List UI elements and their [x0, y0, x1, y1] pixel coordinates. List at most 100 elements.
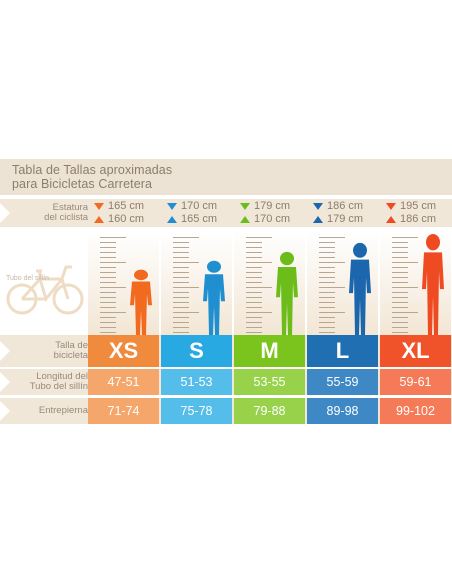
ruler-tick	[100, 282, 116, 283]
ruler-tick	[173, 282, 189, 283]
ruler-tick	[246, 327, 262, 328]
ruler-tick	[392, 322, 408, 323]
row-arrow	[0, 401, 10, 421]
height-range-cell: 195 cm 186 cm	[380, 199, 451, 227]
ruler-tick	[319, 237, 345, 238]
row-arrow	[0, 341, 10, 361]
ruler-tick	[246, 257, 262, 258]
max-height: 170 cm	[167, 200, 217, 212]
inseam-value: 89-98	[307, 398, 378, 424]
tube-length-value: 51-53	[161, 369, 232, 395]
ruler-tick	[173, 302, 189, 303]
ruler-tick	[246, 277, 262, 278]
height-row-band: Estatura del ciclista	[0, 199, 452, 227]
figure-column	[161, 231, 232, 339]
cyclist-figure-icon	[203, 260, 225, 335]
ruler-tick	[100, 332, 116, 333]
ruler-tick	[392, 247, 408, 248]
tube-length-value: 55-59	[307, 369, 378, 395]
ruler-tick	[392, 302, 408, 303]
max-height: 165 cm	[94, 200, 144, 212]
ruler-tick	[246, 252, 262, 253]
ruler-tick	[100, 247, 116, 248]
max-height: 195 cm	[386, 200, 436, 212]
min-height: 165 cm	[167, 213, 217, 225]
arrow-up-icon	[313, 215, 323, 223]
ruler-tick	[100, 322, 116, 323]
min-height-value: 179 cm	[327, 213, 364, 225]
tube-label-line2: Tubo del sillín	[29, 381, 88, 392]
figure-column	[234, 231, 305, 339]
ruler-tick	[392, 257, 408, 258]
cyclist-figure-icon	[276, 251, 298, 335]
ruler-tick	[392, 287, 418, 288]
ruler-tick	[319, 307, 335, 308]
ruler-tick	[246, 297, 262, 298]
ruler-tick	[246, 307, 262, 308]
height-range-cell: 165 cm 160 cm	[88, 199, 159, 227]
ruler-tick	[319, 292, 335, 293]
arrow-up-icon	[94, 215, 104, 223]
tube-label-line1: Longitud del	[36, 371, 88, 382]
bike-caption: Tubo del sillín	[6, 275, 49, 282]
frame-label-line2: bicicleta	[53, 350, 88, 361]
cyclist-figure-icon	[130, 269, 152, 335]
min-height-value: 170 cm	[254, 213, 291, 225]
ruler-tick	[173, 317, 189, 318]
ruler-tick	[319, 297, 335, 298]
figure-column	[380, 231, 451, 339]
chart-title-line2: para Bicicletas Carretera	[12, 177, 153, 191]
ruler-tick	[100, 302, 116, 303]
ruler-tick	[392, 242, 408, 243]
max-height-value: 195 cm	[400, 200, 437, 212]
ruler-tick	[392, 332, 408, 333]
ruler-tick	[246, 267, 262, 268]
ruler-tick	[246, 287, 272, 288]
max-height-value: 179 cm	[254, 200, 291, 212]
ruler-tick	[392, 272, 408, 273]
ruler-tick	[319, 312, 345, 313]
arrow-down-icon	[94, 202, 104, 210]
ruler-tick	[319, 252, 335, 253]
height-ruler	[392, 237, 420, 333]
ruler-tick	[100, 292, 116, 293]
ruler-tick	[319, 262, 345, 263]
ruler-tick	[100, 327, 116, 328]
arrow-down-icon	[240, 202, 250, 210]
ruler-tick	[100, 312, 126, 313]
ruler-tick	[246, 332, 262, 333]
ruler-tick	[392, 297, 408, 298]
ruler-tick	[100, 317, 116, 318]
inseam-value: 75-78	[161, 398, 232, 424]
ruler-tick	[246, 282, 262, 283]
figure-column	[307, 231, 378, 339]
inseam-value: 99-102	[380, 398, 451, 424]
ruler-tick	[246, 317, 262, 318]
ruler-tick	[173, 307, 189, 308]
ruler-tick	[246, 312, 272, 313]
max-height-value: 165 cm	[108, 200, 145, 212]
ruler-tick	[319, 272, 335, 273]
ruler-tick	[246, 237, 272, 238]
arrow-up-icon	[240, 215, 250, 223]
size-label: XS	[88, 335, 159, 367]
arrow-up-icon	[386, 215, 396, 223]
inseam-value: 71-74	[88, 398, 159, 424]
ruler-tick	[246, 302, 262, 303]
ruler-tick	[173, 277, 189, 278]
ruler-tick	[392, 312, 418, 313]
ruler-tick	[392, 277, 408, 278]
ruler-tick	[319, 267, 335, 268]
height-range-cell: 170 cm 165 cm	[161, 199, 232, 227]
max-height: 186 cm	[313, 200, 363, 212]
ruler-tick	[319, 257, 335, 258]
ruler-tick	[319, 322, 335, 323]
ruler-tick	[319, 332, 335, 333]
title-band: Tabla de Tallas aproximadas para Bicicle…	[0, 159, 452, 195]
ruler-tick	[246, 272, 262, 273]
bike-illustration	[6, 249, 86, 319]
chart-title-line1: Tabla de Tallas aproximadas	[12, 163, 173, 177]
ruler-tick	[100, 287, 126, 288]
ruler-tick	[173, 247, 189, 248]
min-height: 160 cm	[94, 213, 144, 225]
